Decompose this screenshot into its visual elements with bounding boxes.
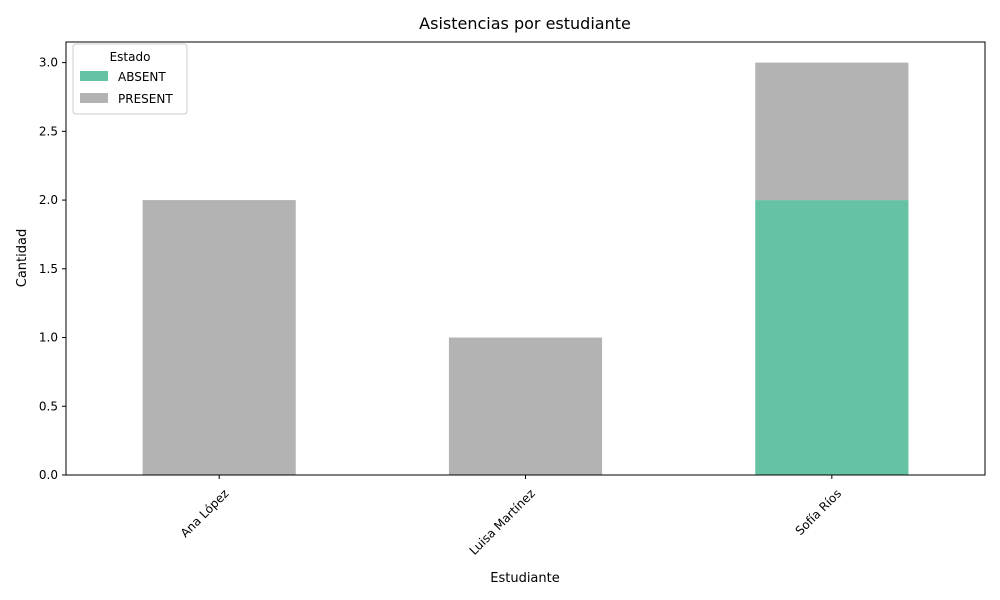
y-tick-label-1: 0.0 bbox=[39, 468, 58, 482]
legend-label-present: PRESENT bbox=[118, 92, 173, 106]
y-tick-label-6: 2.5 bbox=[39, 124, 58, 138]
legend-swatch-absent bbox=[80, 71, 108, 81]
bar-present-1 bbox=[142, 200, 296, 476]
bar-present-2 bbox=[448, 337, 603, 475]
legend-label-absent: ABSENT bbox=[118, 70, 166, 84]
x-tick-label-2: Luisa Martínez bbox=[467, 486, 538, 557]
y-tick-label-4: 1.5 bbox=[39, 262, 58, 276]
x-tick-label-1: Ana López bbox=[178, 486, 232, 540]
x-axis-label: Estudiante bbox=[490, 571, 560, 586]
y-axis-label: Cantidad bbox=[15, 229, 30, 287]
chart-title: Asistencias por estudiante bbox=[419, 14, 631, 33]
bar-present-3 bbox=[755, 62, 909, 201]
legend-swatch-present bbox=[80, 93, 108, 103]
bar-absent-3 bbox=[755, 200, 909, 476]
axes-frame bbox=[65, 41, 986, 476]
plot-area: Ana López Luisa Martínez Sofía Ríos 0.0 0.5 1… bbox=[39, 41, 986, 558]
y-tick-label-2: 0.5 bbox=[39, 399, 58, 413]
x-tick-label-3: Sofía Ríos bbox=[793, 486, 845, 538]
y-tick-label-5: 2.0 bbox=[39, 193, 58, 207]
y-tick-label-3: 1.0 bbox=[39, 331, 58, 345]
y-tick-label-7: 3.0 bbox=[39, 56, 58, 70]
legend-title: Estado bbox=[110, 50, 151, 64]
legend: Estado ABSENT PRESENT bbox=[72, 43, 188, 115]
